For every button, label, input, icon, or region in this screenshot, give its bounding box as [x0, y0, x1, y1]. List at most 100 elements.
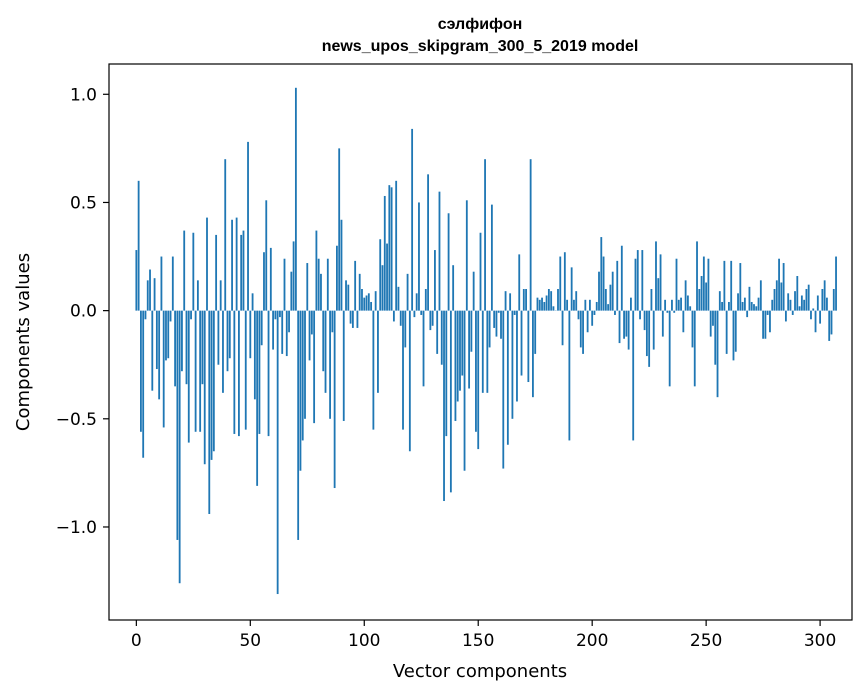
bar — [796, 276, 799, 311]
x-tick-label: 150 — [462, 631, 494, 651]
bar — [716, 310, 719, 398]
bar — [780, 282, 783, 311]
bar — [652, 310, 655, 350]
bar — [636, 250, 639, 311]
bar — [800, 295, 803, 311]
bar — [673, 310, 676, 313]
bar — [158, 310, 161, 400]
bar — [682, 310, 685, 333]
bar — [791, 310, 794, 315]
bar — [782, 263, 785, 311]
bar — [336, 245, 338, 311]
bar — [187, 310, 190, 443]
chart-title: сэлфифон — [438, 16, 523, 33]
bar — [308, 310, 311, 361]
bar — [399, 310, 402, 326]
bar — [479, 232, 482, 311]
bar — [402, 310, 404, 430]
bar — [201, 310, 204, 385]
bar — [208, 310, 211, 514]
bar — [616, 260, 619, 311]
bars-group — [135, 87, 837, 595]
bar — [465, 200, 468, 311]
bar — [160, 256, 163, 311]
bar — [639, 310, 641, 320]
bar — [718, 291, 721, 311]
y-tick-label: −1.0 — [56, 518, 97, 538]
bar — [588, 299, 591, 311]
bar — [372, 310, 375, 430]
bar — [680, 297, 682, 311]
bar — [263, 252, 265, 311]
bar — [634, 258, 637, 311]
bar — [812, 308, 815, 311]
bar — [397, 286, 400, 311]
bar — [171, 256, 174, 311]
bar — [527, 310, 530, 383]
bar — [420, 310, 423, 315]
bar — [406, 273, 409, 311]
bar — [721, 301, 723, 311]
bar — [313, 310, 316, 424]
bar — [705, 282, 708, 311]
bar — [224, 159, 227, 311]
bar — [140, 310, 142, 432]
bar — [737, 293, 739, 311]
bar — [415, 293, 418, 311]
bar — [326, 258, 329, 311]
bar — [541, 297, 543, 311]
bar — [495, 310, 498, 337]
bar — [456, 310, 459, 402]
bar — [769, 310, 771, 333]
bar — [803, 299, 806, 311]
bar — [504, 291, 507, 311]
bar — [488, 310, 491, 348]
bar — [518, 254, 521, 311]
bar — [388, 185, 391, 311]
bar — [190, 310, 192, 320]
bar — [370, 301, 373, 311]
bar — [643, 310, 646, 331]
bar — [757, 297, 760, 311]
bar — [826, 297, 828, 311]
bar — [206, 217, 208, 311]
bar — [297, 310, 300, 540]
bar — [668, 310, 671, 387]
bar — [500, 310, 502, 339]
bar — [358, 273, 361, 311]
bar — [228, 310, 231, 359]
bar — [155, 310, 158, 370]
bar — [149, 269, 151, 311]
bar — [728, 301, 730, 311]
bar — [611, 271, 614, 311]
bar — [411, 128, 414, 311]
bar — [463, 310, 466, 471]
bar — [299, 310, 302, 471]
bar — [427, 174, 429, 311]
bar — [367, 293, 370, 311]
x-axis: 0 50 100 150 200 250 300 — [131, 620, 836, 651]
bar — [238, 310, 240, 437]
bar — [661, 310, 664, 337]
bar — [256, 310, 259, 486]
bar — [345, 280, 347, 311]
x-tick-label: 250 — [690, 631, 722, 651]
bar — [532, 310, 534, 398]
bar — [272, 310, 275, 350]
bar — [771, 299, 774, 311]
bar — [222, 310, 224, 393]
bar — [568, 310, 571, 441]
bar — [641, 250, 644, 311]
plot-frame — [108, 63, 853, 621]
bar — [787, 293, 790, 311]
bar — [604, 289, 607, 311]
bar — [696, 241, 698, 311]
bar — [212, 310, 215, 452]
bar — [210, 310, 213, 460]
bar — [260, 310, 263, 346]
bar — [324, 310, 327, 393]
bar — [445, 310, 448, 437]
bar — [365, 295, 368, 311]
bar — [274, 310, 277, 320]
